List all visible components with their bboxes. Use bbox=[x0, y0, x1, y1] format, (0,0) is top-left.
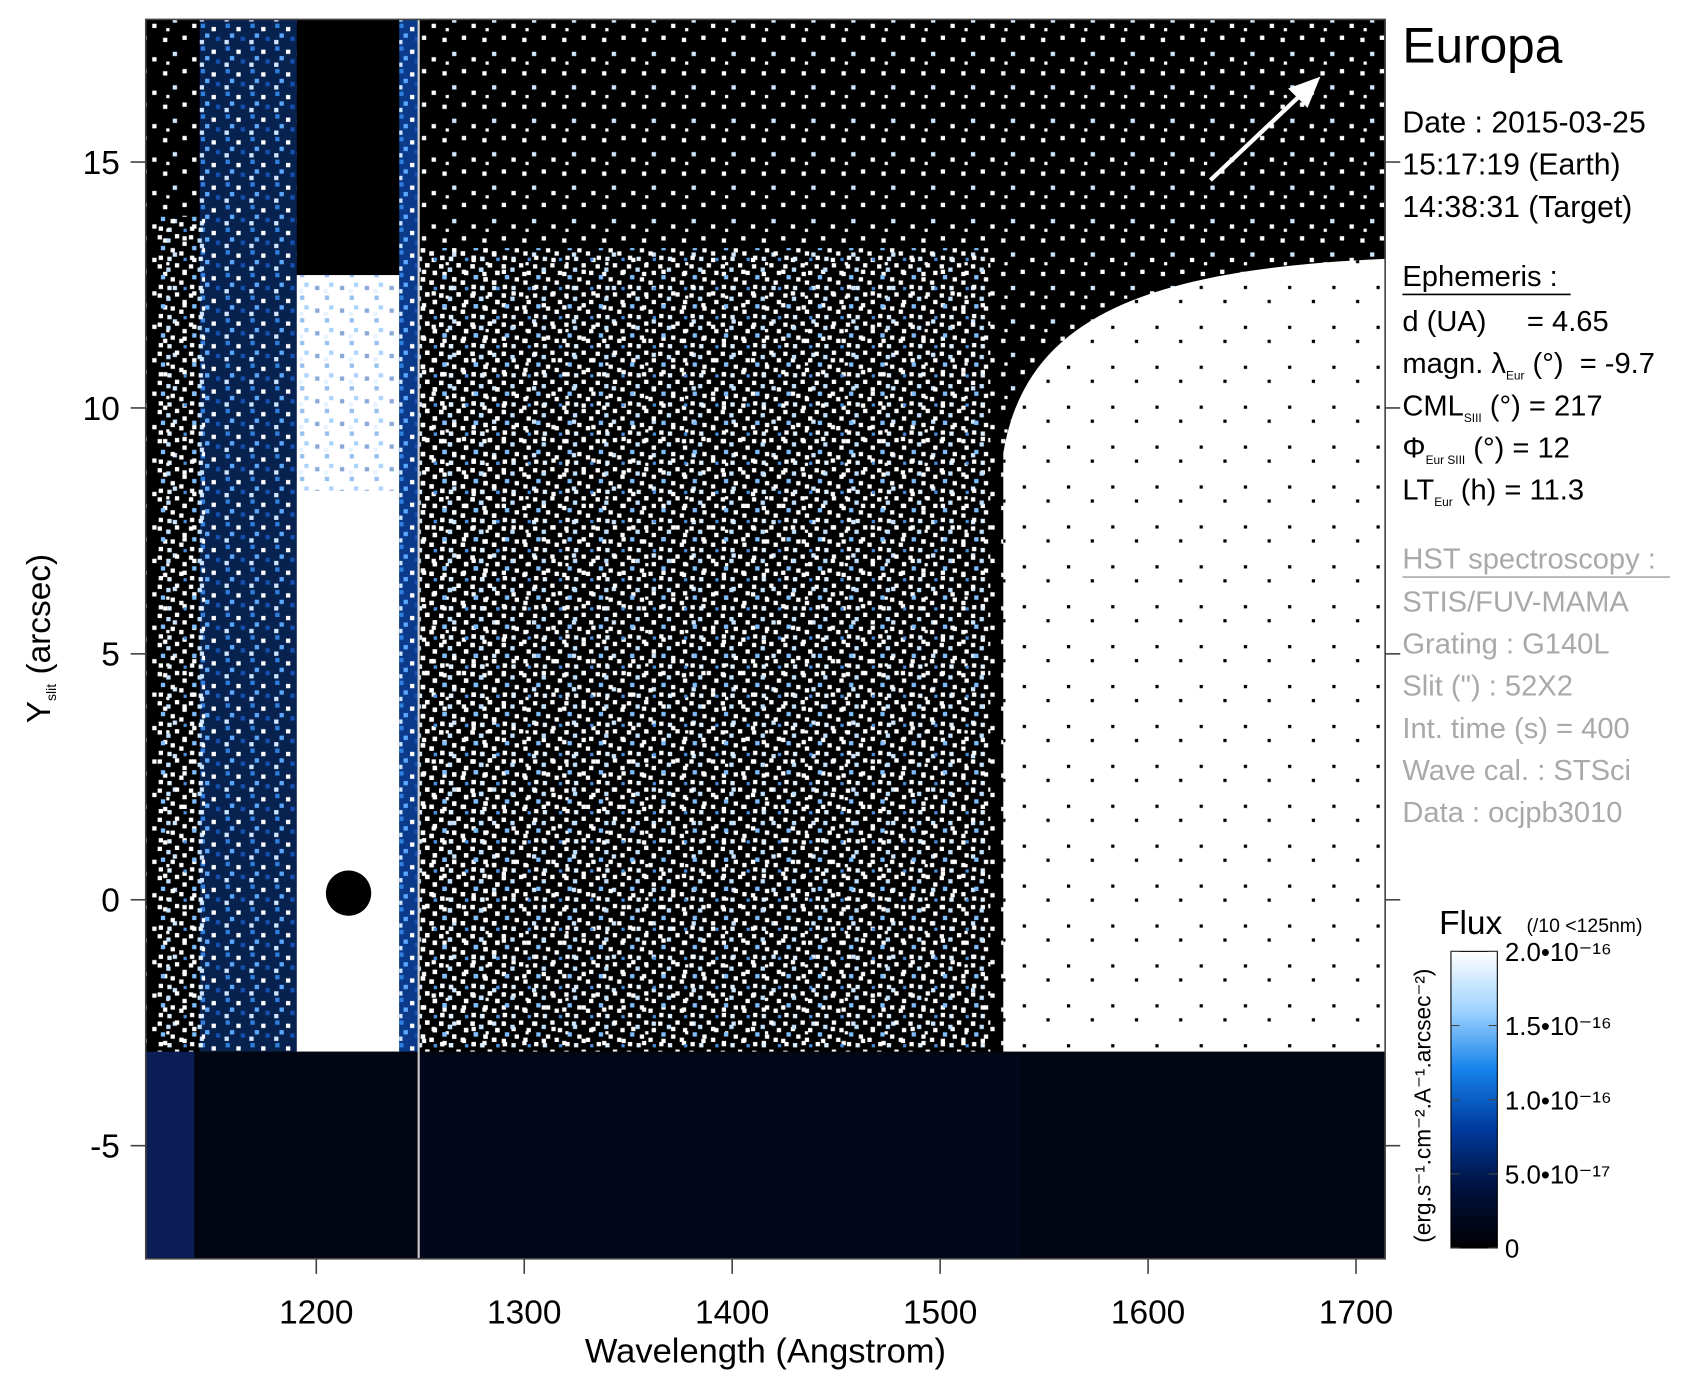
instrument-line: Grating : G140L bbox=[1402, 629, 1609, 661]
ephemeris-sub: Eur bbox=[1506, 369, 1525, 383]
ephemeris-line: ΦEur SIII (°) = 12 bbox=[1402, 432, 1569, 466]
colorbar-title: Flux bbox=[1439, 905, 1502, 942]
ephemeris-sub: SIII bbox=[1464, 411, 1482, 425]
y-tick-label: -5 bbox=[90, 1129, 120, 1166]
instrument-line: Data : ocjpb3010 bbox=[1402, 797, 1622, 829]
y-tick-label: 10 bbox=[83, 391, 120, 428]
ephemeris-main: LT bbox=[1402, 474, 1434, 506]
ephemeris-sub: Eur SIII bbox=[1426, 453, 1466, 467]
colorbar-tick-label: 5.0•10⁻¹⁷ bbox=[1505, 1162, 1610, 1190]
instrument-line: Wave cal. : STSci bbox=[1402, 755, 1631, 787]
x-tick-label: 1300 bbox=[487, 1295, 561, 1332]
ephemeris-sub: Eur bbox=[1434, 495, 1453, 509]
instrument-title: HST spectroscopy : bbox=[1402, 543, 1655, 575]
colorbar-tick-label: 2.0•10⁻¹⁶ bbox=[1505, 939, 1612, 967]
ephemeris-rest: (°) = -9.7 bbox=[1524, 348, 1655, 380]
date-line: 14:38:31 (Target) bbox=[1402, 191, 1632, 224]
ephemeris-title: Ephemeris : bbox=[1402, 261, 1557, 293]
y-axis-label: Yslit (arcsec) bbox=[21, 554, 59, 723]
x-tick-label: 1500 bbox=[903, 1295, 977, 1332]
x-axis-label: Wavelength (Angstrom) bbox=[585, 1332, 946, 1370]
ephemeris-line: LTEur (h) = 11.3 bbox=[1402, 474, 1584, 508]
title: Europa bbox=[1402, 18, 1562, 74]
spectrogram-image bbox=[144, 18, 1386, 1260]
y-tick-label: 15 bbox=[83, 145, 120, 182]
ephemeris-main: Φ bbox=[1402, 432, 1425, 464]
y-axis-label-sub: slit bbox=[43, 684, 59, 701]
ephemeris-rest: (°) = 12 bbox=[1465, 432, 1570, 464]
ephemeris-line: CMLSIII (°) = 217 bbox=[1402, 390, 1602, 424]
ephemeris-main: d (UA) = 4.65 bbox=[1402, 306, 1608, 338]
date-line: 15:17:19 (Earth) bbox=[1402, 149, 1620, 182]
colorbar-note: (/10 <125nm) bbox=[1526, 915, 1642, 937]
colorbar-tick-label: 0 bbox=[1505, 1236, 1519, 1264]
instrument-line: Int. time (s) = 400 bbox=[1402, 713, 1629, 745]
ephemeris-rest: (°) = 217 bbox=[1482, 390, 1603, 422]
ephemeris-main: magn. λ bbox=[1402, 348, 1506, 380]
y-tick-label: 0 bbox=[101, 883, 120, 920]
x-tick-label: 1400 bbox=[695, 1295, 769, 1332]
instrument-line: Slit (") : 52X2 bbox=[1402, 671, 1573, 703]
x-tick-label: 1200 bbox=[279, 1295, 353, 1332]
instrument-line: STIS/FUV-MAMA bbox=[1402, 587, 1629, 619]
ephemeris-line: magn. λEur (°) = -9.7 bbox=[1402, 348, 1655, 382]
ephemeris-main: CML bbox=[1402, 390, 1463, 422]
ephemeris-line: d (UA) = 4.65 bbox=[1402, 306, 1608, 338]
y-axis-label-rest: (arcsec) bbox=[21, 554, 58, 684]
ephemeris-rest: (h) = 11.3 bbox=[1453, 474, 1584, 506]
x-tick-label: 1700 bbox=[1319, 1295, 1393, 1332]
y-axis-label-main: Y bbox=[21, 701, 58, 723]
x-tick-label: 1600 bbox=[1111, 1295, 1185, 1332]
y-tick-label: 5 bbox=[101, 637, 120, 674]
colorbar-tick-label: 1.5•10⁻¹⁶ bbox=[1505, 1013, 1612, 1041]
colorbar-label: (erg.s⁻¹.cm⁻².A⁻¹.arcsec⁻²) bbox=[1409, 969, 1435, 1243]
date-line: Date : 2015-03-25 bbox=[1402, 107, 1645, 140]
colorbar-tick-label: 1.0•10⁻¹⁶ bbox=[1505, 1087, 1612, 1115]
